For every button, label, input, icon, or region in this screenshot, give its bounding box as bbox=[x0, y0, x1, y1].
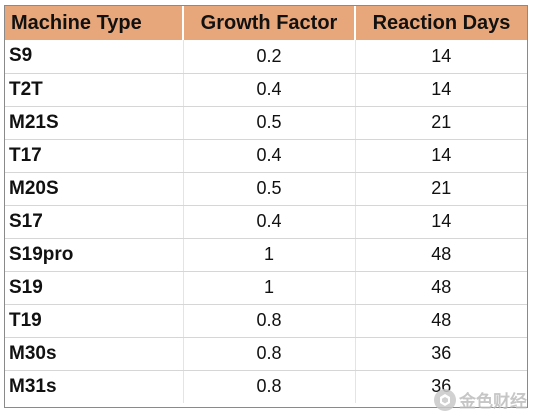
growth-factor-cell: 1 bbox=[183, 271, 356, 305]
reaction-days-cell: 21 bbox=[355, 172, 527, 206]
machine-type-cell: M31s bbox=[5, 370, 184, 403]
reaction-days-cell: 48 bbox=[355, 238, 527, 272]
header-reaction-days: Reaction Days bbox=[355, 6, 527, 40]
growth-factor-cell: 0.4 bbox=[183, 73, 356, 107]
machine-type-cell: T17 bbox=[5, 139, 184, 173]
table-body: S9 0.2 14 T2T 0.4 14 M21S 0.5 21 T17 0.4… bbox=[5, 40, 527, 403]
table-row: S17 0.4 14 bbox=[5, 205, 527, 239]
header-row: Machine Type Growth Factor Reaction Days bbox=[5, 6, 527, 40]
machine-type-cell: S9 bbox=[5, 40, 184, 74]
table-frame: Machine Type Growth Factor Reaction Days… bbox=[4, 5, 528, 408]
reaction-days-cell: 48 bbox=[355, 304, 527, 338]
reaction-days-cell: 21 bbox=[355, 106, 527, 140]
header-machine-type: Machine Type bbox=[5, 6, 184, 40]
growth-factor-cell: 0.8 bbox=[183, 370, 356, 403]
machine-table: Machine Type Growth Factor Reaction Days… bbox=[5, 6, 527, 403]
watermark-text: 金色财经 bbox=[459, 392, 527, 412]
header-growth-factor: Growth Factor bbox=[183, 6, 356, 40]
machine-type-cell: M30s bbox=[5, 337, 184, 371]
machine-type-cell: T2T bbox=[5, 73, 184, 107]
table-row: T2T 0.4 14 bbox=[5, 73, 527, 107]
table-row: T19 0.8 48 bbox=[5, 304, 527, 338]
machine-type-cell: M20S bbox=[5, 172, 184, 206]
machine-type-cell: S19 bbox=[5, 271, 184, 305]
reaction-days-cell: 14 bbox=[355, 205, 527, 239]
table-row: S9 0.2 14 bbox=[5, 40, 527, 74]
reaction-days-cell: 48 bbox=[355, 271, 527, 305]
reaction-days-cell: 14 bbox=[355, 139, 527, 173]
watermark: 金色财经 bbox=[434, 387, 527, 412]
table-row: S19pro 1 48 bbox=[5, 238, 527, 272]
machine-type-cell: S17 bbox=[5, 205, 184, 239]
growth-factor-cell: 0.4 bbox=[183, 139, 356, 173]
growth-factor-cell: 0.8 bbox=[183, 304, 356, 338]
table-row: M21S 0.5 21 bbox=[5, 106, 527, 140]
table-header: Machine Type Growth Factor Reaction Days bbox=[5, 6, 527, 40]
reaction-days-cell: 14 bbox=[355, 73, 527, 107]
table-row: M30s 0.8 36 bbox=[5, 337, 527, 371]
growth-factor-cell: 0.4 bbox=[183, 205, 356, 239]
growth-factor-cell: 0.2 bbox=[183, 40, 356, 74]
table-row: S19 1 48 bbox=[5, 271, 527, 305]
growth-factor-cell: 0.8 bbox=[183, 337, 356, 371]
growth-factor-cell: 0.5 bbox=[183, 106, 356, 140]
table-row: T17 0.4 14 bbox=[5, 139, 527, 173]
golden-finance-logo-icon bbox=[434, 388, 456, 411]
machine-type-cell: S19pro bbox=[5, 238, 184, 272]
reaction-days-cell: 14 bbox=[355, 40, 527, 74]
growth-factor-cell: 1 bbox=[183, 238, 356, 272]
growth-factor-cell: 0.5 bbox=[183, 172, 356, 206]
machine-type-cell: M21S bbox=[5, 106, 184, 140]
table-row: M20S 0.5 21 bbox=[5, 172, 527, 206]
machine-type-cell: T19 bbox=[5, 304, 184, 338]
reaction-days-cell: 36 bbox=[355, 337, 527, 371]
